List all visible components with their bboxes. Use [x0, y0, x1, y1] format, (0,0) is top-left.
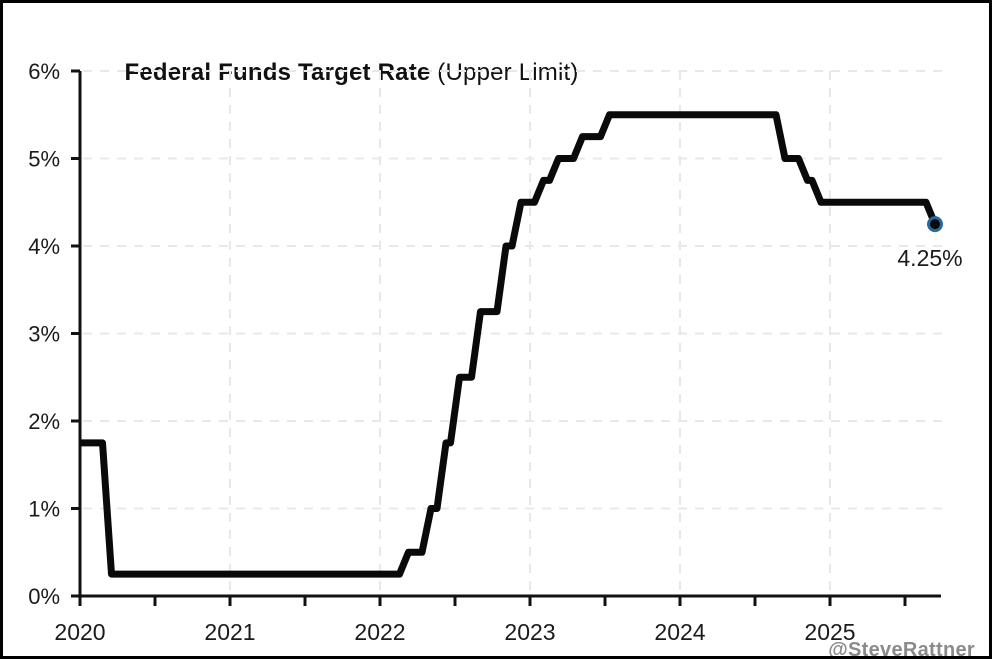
y-tick-label: 5%	[28, 147, 60, 172]
rate-step-line	[80, 111, 939, 578]
watermark-handle: @SteveRattner	[828, 639, 975, 659]
chart-title-main: Federal Funds Target Rate	[124, 59, 431, 86]
y-tick-label: 6%	[28, 59, 60, 84]
fed-funds-rate-chart: 0% 1% 2% 3% 4% 5% 6% 2020 2021 2022 2023 2024 2025 4.…	[28, 59, 962, 645]
chart-title: Federal Funds Target Rate (Upper Limit)	[97, 31, 579, 115]
y-tick-label: 0%	[28, 584, 60, 609]
y-tick-label: 1%	[28, 497, 60, 522]
chart-title-suffix: (Upper Limit)	[430, 59, 579, 86]
y-tick-label: 3%	[28, 322, 60, 347]
x-tick-label: 2024	[654, 619, 705, 645]
end-value-label: 4.25%	[897, 245, 962, 271]
x-tick-label: 2025	[804, 619, 855, 645]
x-tick-label: 2021	[204, 619, 255, 645]
x-tick-label: 2020	[54, 619, 105, 645]
y-tick-label: 2%	[28, 409, 60, 434]
y-tick-label: 4%	[28, 234, 60, 259]
x-tick-label: 2023	[504, 619, 555, 645]
end-point-dot	[927, 216, 943, 233]
x-tick-label: 2022	[354, 619, 405, 645]
